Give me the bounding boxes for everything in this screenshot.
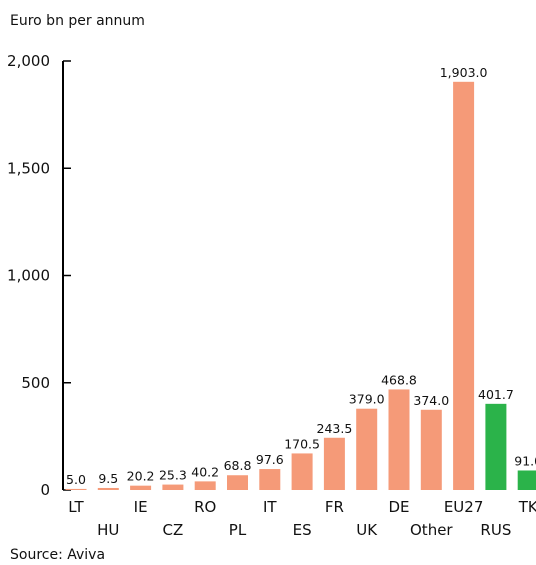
bar-lt — [65, 488, 87, 490]
data-label-pl: 68.8 — [224, 458, 252, 473]
data-label-lt: 5.0 — [66, 472, 86, 487]
bar-cz — [162, 484, 184, 490]
y-axis-unit-label: Euro bn per annum — [10, 13, 145, 29]
data-label-other: 374.0 — [413, 393, 449, 408]
bar-ro — [194, 481, 216, 490]
bar-uk — [356, 408, 378, 490]
data-label-it: 97.6 — [256, 452, 284, 467]
y-tick-label: 1,000 — [7, 267, 50, 285]
data-label-ie: 20.2 — [127, 469, 155, 484]
bar-it — [259, 469, 281, 490]
data-label-ro: 40.2 — [191, 464, 219, 479]
bar-ie — [130, 485, 152, 490]
x-category-label-rus: RUS — [480, 521, 511, 539]
data-label-tk: 91.0 — [514, 453, 536, 468]
x-category-label-tk: TK — [518, 498, 536, 516]
y-tick-label: 500 — [21, 374, 50, 392]
x-category-label-de: DE — [388, 498, 409, 516]
x-category-label-lt: LT — [68, 498, 84, 516]
x-category-label-ro: RO — [194, 498, 216, 516]
data-label-es: 170.5 — [284, 436, 320, 451]
bar-eu27 — [453, 81, 475, 490]
x-category-label-other: Other — [410, 521, 453, 539]
data-label-rus: 401.7 — [478, 387, 514, 402]
x-category-label-pl: PL — [229, 521, 247, 539]
x-category-label-cz: CZ — [163, 521, 184, 539]
x-category-label-hu: HU — [97, 521, 119, 539]
bar-pl — [227, 475, 248, 490]
bars-group — [65, 81, 536, 490]
x-category-label-uk: UK — [356, 521, 378, 539]
x-category-label-ie: IE — [134, 498, 148, 516]
x-category-label-eu27: EU27 — [444, 498, 484, 516]
bar-de — [388, 389, 410, 490]
x-category-label-fr: FR — [325, 498, 344, 516]
y-tick-label: 2,000 — [7, 52, 50, 70]
bar-other — [420, 409, 442, 490]
y-axis: 0 500 1,000 1,500 2,000 — [7, 52, 71, 499]
data-label-eu27: 1,903.0 — [440, 65, 488, 80]
bar-fr — [323, 437, 345, 490]
data-label-de: 468.8 — [381, 372, 417, 387]
data-label-cz: 25.3 — [159, 468, 187, 483]
bar-tk — [517, 470, 536, 490]
x-category-label-es: ES — [293, 521, 312, 539]
data-label-uk: 379.0 — [349, 392, 385, 407]
data-label-fr: 243.5 — [317, 421, 353, 436]
y-tick-label: 1,500 — [7, 159, 50, 177]
data-label-hu: 9.5 — [98, 471, 118, 486]
bar-rus — [485, 403, 507, 490]
bar-es — [291, 453, 313, 490]
bar-hu — [97, 487, 119, 490]
source-note: Source: Aviva — [10, 547, 105, 563]
x-category-label-it: IT — [263, 498, 277, 516]
y-tick-label: 0 — [40, 481, 50, 499]
